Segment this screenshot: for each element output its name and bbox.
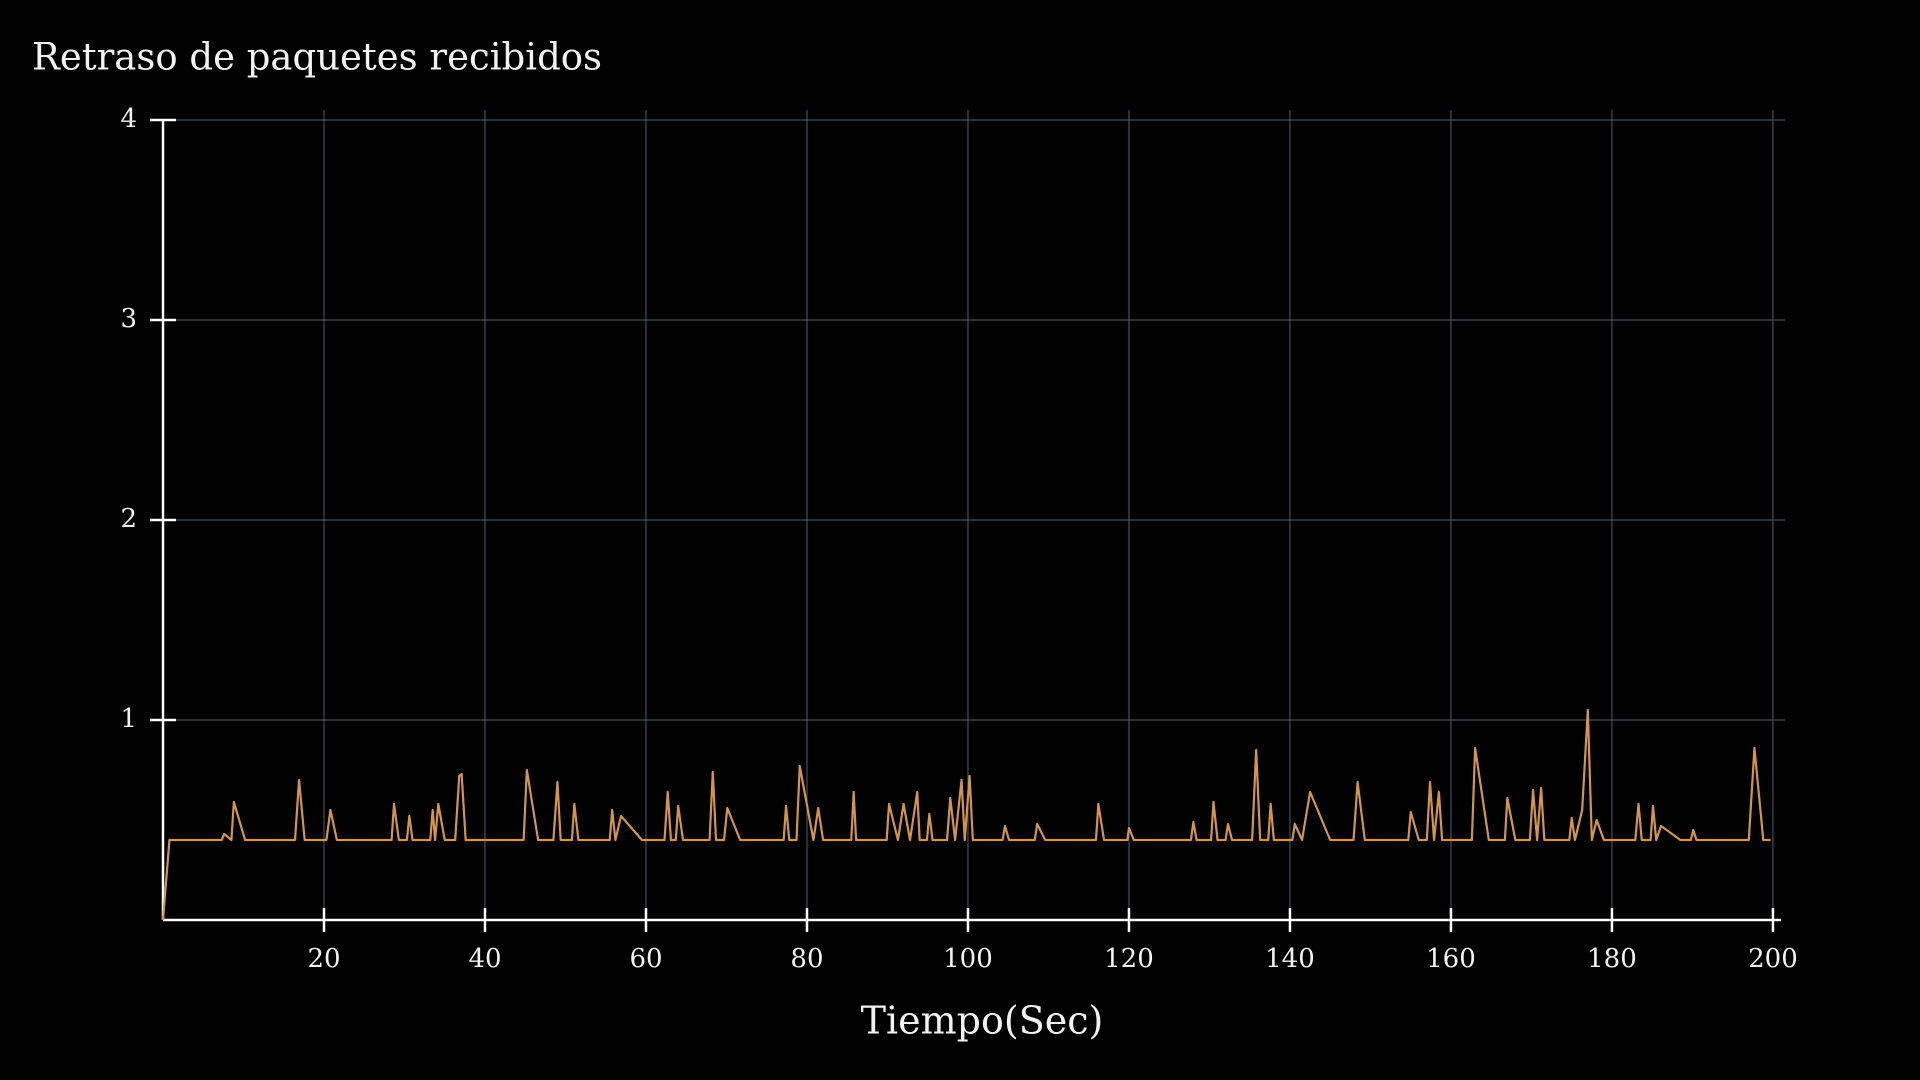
- y-tick-label: 4: [120, 104, 137, 134]
- x-tick-label: 80: [790, 944, 823, 974]
- chart-title: Retraso de paquetes recibidos: [32, 36, 602, 79]
- y-tick-label: 1: [120, 704, 137, 734]
- x-axis-label: Tiempo(Sec): [861, 999, 1104, 1043]
- x-tick-label: 120: [1104, 944, 1154, 974]
- x-tick-label: 100: [943, 944, 993, 974]
- x-tick-label: 140: [1265, 944, 1315, 974]
- x-tick-label: 20: [307, 944, 340, 974]
- x-tick-label: 200: [1748, 944, 1798, 974]
- y-tick-label: 3: [120, 304, 137, 334]
- x-tick-label: 40: [468, 944, 501, 974]
- data-line: [161, 708, 1771, 921]
- y-tick-label: 2: [120, 504, 137, 534]
- x-tick-label: 60: [629, 944, 662, 974]
- x-tick-label: 180: [1587, 944, 1637, 974]
- x-tick-label: 160: [1426, 944, 1476, 974]
